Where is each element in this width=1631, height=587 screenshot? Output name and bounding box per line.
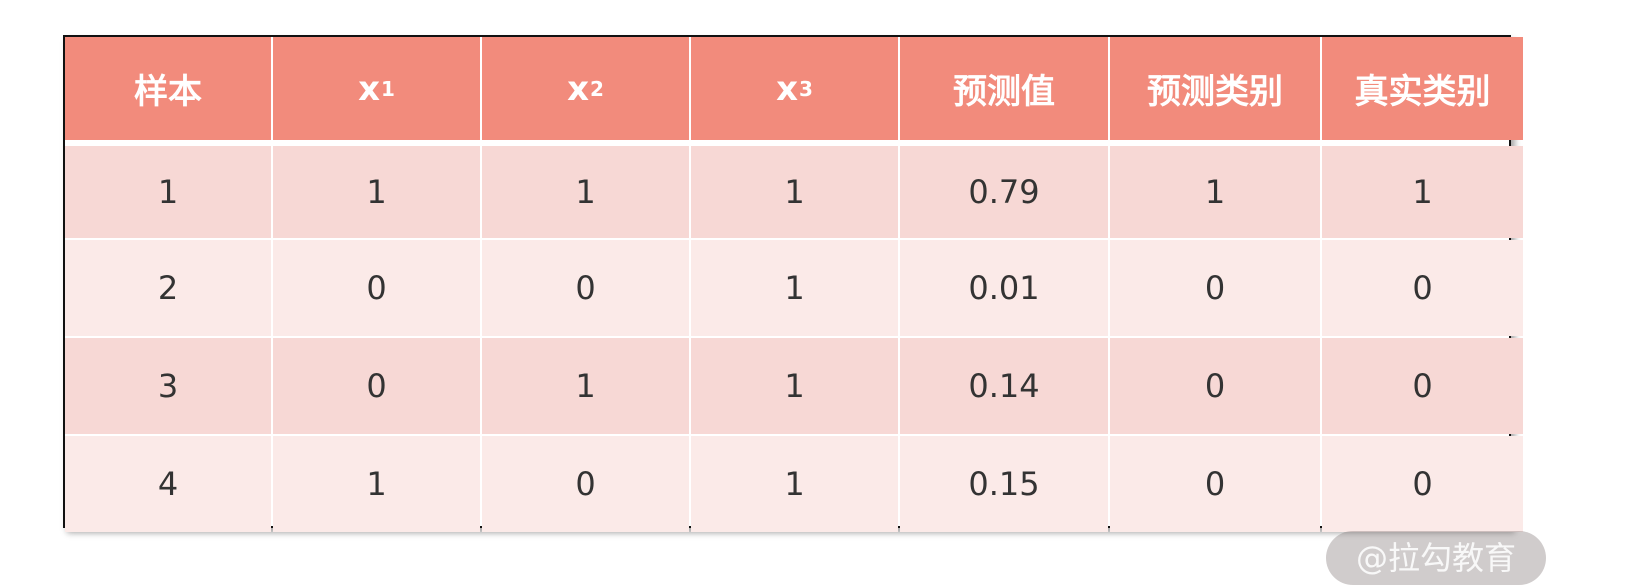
table-cell: 0	[1110, 338, 1320, 434]
header-cell: 预测类别	[1110, 37, 1320, 140]
table-cell: 0	[1110, 240, 1320, 336]
header-label: x	[567, 68, 589, 109]
header-cell: 预测值	[900, 37, 1108, 140]
table-cell: 1	[1110, 146, 1320, 238]
table-cell: 0.14	[900, 338, 1108, 434]
table-cell: 0.15	[900, 436, 1108, 532]
table-cell: 0.01	[900, 240, 1108, 336]
table-cell: 0	[1322, 338, 1523, 434]
table-cell: 0	[273, 338, 480, 434]
header-label: 预测值	[953, 72, 1055, 112]
header-label: x	[358, 68, 380, 109]
data-table: 样本 x 1 x 2 x 3 预测值 预测类别 真实类别 1 1 1 1 0.79 1 1 2 0 0 1 0.01 0 0 3…	[63, 35, 1523, 532]
header-label: 真实类别	[1354, 72, 1491, 112]
table-cell: 0	[1322, 240, 1523, 336]
table-cell: 1	[482, 338, 689, 434]
header-cell: 真实类别	[1322, 37, 1523, 140]
table-cell: 1	[482, 146, 689, 238]
table-cell: 0	[1322, 436, 1523, 532]
table-cell: 1	[691, 436, 898, 532]
header-label: 样本	[134, 72, 202, 112]
header-subscript: 1	[381, 76, 395, 101]
table-cell: 0	[1110, 436, 1320, 532]
table-cell: 0	[482, 436, 689, 532]
table-cell: 1	[65, 146, 271, 238]
watermark: @拉勾教育	[1326, 531, 1546, 585]
table-cell: 2	[65, 240, 271, 336]
header-subscript: 3	[799, 76, 813, 101]
header-label: x	[776, 68, 798, 109]
table-cell: 0	[482, 240, 689, 336]
table-cell: 0.79	[900, 146, 1108, 238]
table-cell: 1	[691, 240, 898, 336]
table-cell: 4	[65, 436, 271, 532]
header-cell: 样本	[65, 37, 271, 140]
table-cell: 1	[1322, 146, 1523, 238]
header-label: 预测类别	[1147, 72, 1283, 112]
table-cell: 0	[273, 240, 480, 336]
table-cell: 3	[65, 338, 271, 434]
header-subscript: 2	[590, 76, 604, 101]
table-cell: 1	[691, 338, 898, 434]
table-cell: 1	[273, 146, 480, 238]
table-cell: 1	[691, 146, 898, 238]
table-cell: 1	[273, 436, 480, 532]
